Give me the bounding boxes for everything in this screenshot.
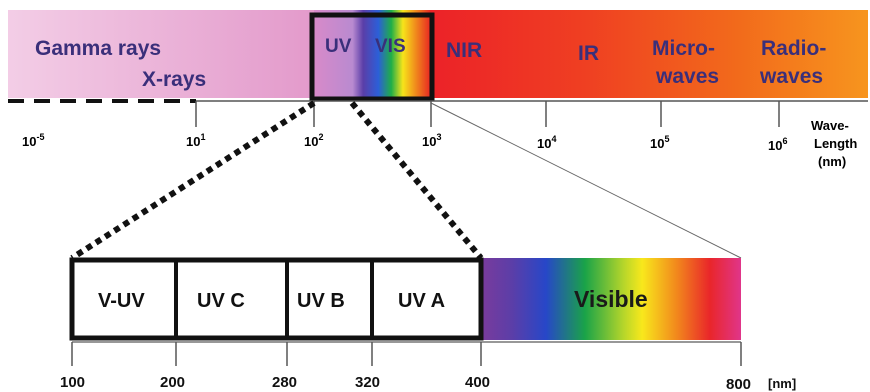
v-uv-label: V-UV — [98, 290, 145, 312]
scale-label-800: 800 — [726, 376, 751, 392]
axis-title-line3: (nm) — [818, 154, 846, 169]
radiowaves-label-line1: Radio- — [761, 37, 826, 60]
scale-label-280: 280 — [272, 374, 297, 391]
spectrum-bar: Gamma rays X-rays UV VIS NIR IR Micro- w… — [8, 10, 868, 102]
scale-label-320: 320 — [355, 374, 380, 391]
wavelength-axis: 10-5 101 102 103 104 105 106 Wave- Lengt… — [8, 99, 868, 169]
scale-label-200: 200 — [160, 374, 185, 391]
tick-label-1e-5: 10-5 — [22, 132, 44, 149]
microwaves-label-line1: Micro- — [652, 37, 715, 60]
microwaves-label-line2: waves — [655, 65, 719, 88]
uv-a-label: UV A — [398, 290, 445, 312]
zoom-connectors — [70, 100, 742, 261]
axis-title-line2: Length — [814, 136, 857, 151]
zoom-scale: V-UV UV C UV B UV A Visible 100 200 280 … — [60, 257, 796, 392]
vis-label: VIS — [375, 36, 406, 57]
scale-label-400: 400 — [465, 374, 490, 391]
tick-label-1e2: 102 — [304, 132, 323, 149]
uv-label: UV — [325, 36, 352, 57]
radiowaves-label-line2: waves — [759, 65, 823, 88]
uv-b-label: UV B — [297, 290, 345, 312]
visible-spectrum-bar — [481, 258, 741, 340]
tick-label-1e1: 101 — [186, 132, 205, 149]
tick-label-1e6: 106 — [768, 136, 787, 153]
zoom-line-middle — [349, 101, 484, 260]
tick-label-1e5: 105 — [650, 134, 669, 151]
gamma-xray-region — [8, 10, 314, 98]
ir-radio-region — [431, 10, 868, 98]
zoom-line-right — [430, 102, 742, 259]
ir-label: IR — [578, 42, 599, 65]
scale-label-100: 100 — [60, 374, 85, 391]
zoom-line-left — [70, 100, 316, 261]
uv-segments-frame — [69, 257, 484, 341]
tick-label-1e4: 104 — [537, 134, 556, 151]
x-rays-label: X-rays — [142, 68, 206, 91]
nir-label: NIR — [446, 39, 482, 62]
visible-label: Visible — [574, 286, 648, 312]
uv-vis-highlight-frame — [309, 12, 435, 102]
gamma-rays-label: Gamma rays — [35, 37, 161, 60]
axis-title-line1: Wave- — [811, 118, 849, 133]
tick-label-1e3: 103 — [422, 132, 441, 149]
uv-c-label: UV C — [197, 290, 245, 312]
uv-vis-region — [314, 10, 431, 98]
scale-unit-label: [nm] — [768, 376, 796, 391]
